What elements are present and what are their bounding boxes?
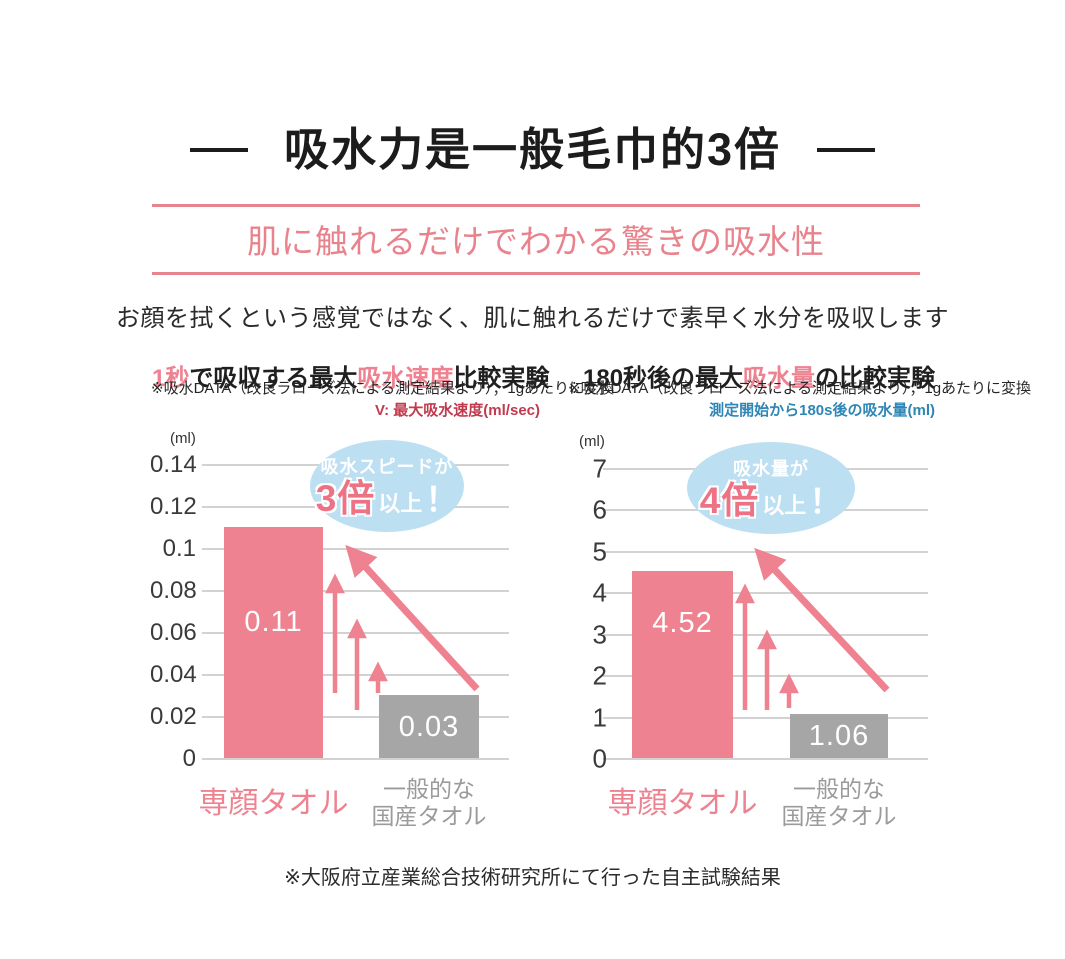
y-tick-label: 0.12 [150, 493, 197, 520]
y-tick-label: 0.1 [162, 535, 196, 562]
bar-value: 0.03 [398, 710, 460, 743]
callout-line1: 吸水量が [733, 459, 809, 479]
y-tick-label: 0.04 [150, 661, 197, 688]
category-label: 一般的な 国産タオル [372, 776, 487, 830]
y-axis-unit: (ml) [579, 433, 605, 450]
page-title: 吸水力是一般毛巾的3倍 [283, 124, 782, 175]
callout-suffix: 以上 [378, 491, 423, 516]
banner-heading: 肌に触れるだけでわかる驚きの吸水性 [247, 223, 825, 260]
chart-note: ※吸水DATA（改良ラローズ法による測定結果より）；1gあたりに変換 [568, 380, 1032, 397]
callout-exclamation: ！ [809, 483, 843, 520]
axis-note: 測定開始から180s後の吸水量(ml) [709, 402, 935, 419]
y-gridline [603, 551, 928, 553]
y-gridline [202, 716, 509, 718]
title-dash-right [817, 148, 876, 152]
chart-title: 180秒後の最大吸水量の比較実験 [583, 358, 935, 393]
chart-title: 1秒で吸収する最大吸水速度比較実験 [152, 358, 549, 393]
chart-absorption-speed: 1秒で吸収する最大吸水速度比較実験 ※吸水DATA（改良ラローズ法による測定結果… [150, 338, 614, 843]
callout-ratio: 4倍 [699, 480, 760, 521]
y-tick-label: 4 [592, 577, 607, 608]
bar-ordinary-towel: 1.06 [790, 714, 888, 758]
page-title-row: 吸水力是一般毛巾的3倍 [0, 120, 1065, 180]
plot-area: 7 6 5 4 3 2 1 0 4.52 専顔タオル 1.06 一般的な 国産タオル [565, 338, 957, 843]
bar-ordinary-towel: 0.03 [379, 695, 479, 758]
y-tick-label: 0.08 [150, 577, 197, 604]
bar-senkao-towel: 0.11 [224, 527, 323, 758]
callout-ratio: 3倍 [315, 478, 376, 519]
callout-bubble: 吸水スピードが 3倍 以上 ！ [310, 440, 464, 532]
title-segment: 1秒 [152, 364, 190, 392]
category-label-line: 国産タオル [781, 803, 897, 829]
title-segment: で吸収する最大 [189, 364, 358, 392]
title-dash-left [189, 148, 248, 152]
category-label-line: 一般的な [793, 776, 885, 802]
title-segment: 比較実験 [453, 364, 550, 392]
category-label: 専顔タオル [199, 778, 349, 822]
callout-line2: 3倍 以上 ！ [316, 480, 459, 517]
y-tick-label: 1 [592, 702, 607, 733]
title-segment: 180秒後の最大 [583, 364, 744, 392]
y-tick-label: 5 [592, 536, 607, 567]
callout-suffix: 以上 [762, 493, 807, 518]
page-subtitle: お顔を拭くという感覚ではなく、肌に触れるだけで素早く水分を吸収します [116, 305, 949, 332]
plot-area: 0.14 0.12 0.1 0.08 0.06 0.04 0.02 0 0.11 専顔タオル 0.0… [150, 338, 542, 843]
category-label: 一般的な 国産タオル [782, 776, 897, 830]
y-gridline [603, 717, 928, 719]
axis-note: V: 最大吸水速度(ml/sec) [374, 402, 540, 419]
callout-line1: 吸水スピードが [320, 457, 454, 477]
category-label-line: 一般的な [383, 776, 475, 802]
chart-absorption-volume: 180秒後の最大吸水量の比較実験 ※吸水DATA（改良ラローズ法による測定結果よ… [565, 338, 1031, 843]
y-tick-label: 0 [182, 745, 196, 772]
chart-note: ※吸水DATA（改良ラローズ法による測定結果より）；1gあたりに変換 [151, 380, 615, 397]
category-label: 専顔タオル [608, 778, 758, 822]
y-tick-label: 0.14 [150, 451, 197, 478]
y-axis-unit: (ml) [170, 430, 196, 447]
callout-line2: 4倍 以上 ！ [700, 482, 843, 519]
y-tick-label: 0.02 [150, 703, 197, 730]
y-tick-label: 6 [592, 494, 607, 525]
title-segment: 吸水量 [743, 364, 816, 392]
y-gridline [202, 758, 509, 760]
y-tick-label: 7 [592, 453, 607, 484]
bar-senkao-towel: 4.52 [632, 571, 733, 758]
category-label-line: 専顔タオル [198, 787, 349, 820]
category-label-line: 専顔タオル [607, 787, 758, 820]
y-gridline [603, 758, 928, 760]
y-tick-label: 3 [592, 619, 607, 650]
y-tick-label: 2 [592, 660, 607, 691]
y-tick-label: 0.06 [150, 619, 197, 646]
pink-banner: 肌に触れるだけでわかる驚きの吸水性 [152, 204, 920, 275]
callout-exclamation: ！ [425, 481, 459, 518]
title-segment: の比較実験 [815, 364, 936, 392]
title-segment: 吸水速度 [357, 364, 454, 392]
callout-bubble: 吸水量が 4倍 以上 ！ [687, 442, 855, 534]
test-source-note: ※大阪府立産業総合技術研究所にて行った自主試験結果 [284, 867, 781, 889]
bar-value: 0.11 [244, 606, 303, 638]
bar-value: 1.06 [808, 720, 870, 752]
bar-value: 4.52 [652, 607, 713, 639]
y-tick-label: 0 [592, 743, 607, 774]
category-label-line: 国産タオル [371, 803, 487, 829]
